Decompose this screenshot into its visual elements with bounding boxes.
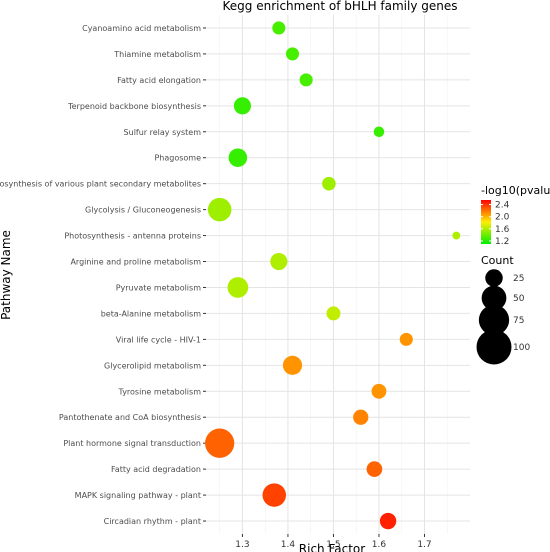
size-legend-dot [485,269,503,287]
color-legend: -log10(pvalue) 2.4 2.0 1.6 1.2 [481,184,550,247]
pathway-label: Cyanoamino acid metabolism [82,24,201,33]
color-scale-label: 2.0 [495,213,510,223]
pathway-point [205,428,235,458]
pathway-point [233,97,251,115]
x-tick-label: 1.5 [326,540,340,550]
size-legend-label: 75 [513,316,524,326]
x-tick-label: 1.7 [417,540,431,550]
pathway-label: Circadian rhythm - plant [104,517,201,526]
pathway-label: Glycerolipid metabolism [104,361,201,370]
pathway-label: Arginine and proline metabolism [70,258,201,267]
pathway-point [228,148,248,167]
pathway-label: beta-Alanine metabolism [101,309,202,318]
size-legend-label: 50 [513,294,525,304]
data-points [205,21,461,530]
size-legend: Count 25 50 75 100 [476,254,530,365]
color-scale-label: 1.2 [495,237,509,247]
x-tick-label: 1.6 [372,540,387,550]
color-legend-title: -log10(pvalue) [481,184,550,197]
pathway-label: Tyrosine metabolism [118,387,202,396]
x-axis: 1.3 1.4 1.5 1.6 1.7 [235,534,432,550]
color-scale-label: 2.4 [495,201,510,211]
pathway-point [270,252,288,271]
pathway-point [452,231,461,240]
size-legend-dot [478,304,510,336]
pathway-label: Fatty acid elongation [117,76,201,85]
pathway-label: Plant hormone signal transduction [63,439,201,448]
chart-title: Kegg enrichment of bHLH family genes [223,0,458,13]
pathway-label: Photosynthesis - antenna proteins [64,232,201,241]
color-scale-label: 1.6 [495,225,510,235]
pathway-point [322,176,336,191]
pathway-point [299,73,313,87]
pathway-point [227,277,249,298]
pathway-label: Sulfur relay system [124,128,202,137]
pathway-label: Fatty acid degradation [111,465,201,474]
x-tick-label: 1.3 [235,540,249,550]
pathway-point [207,197,232,222]
pathway-point [326,306,341,321]
pathway-point [353,409,369,425]
size-legend-dot [476,329,512,365]
pathway-label: Glycolysis / Gluconeogenesis [85,206,201,215]
plot-panel [206,15,470,534]
x-tick-label: 1.4 [281,540,296,550]
pathway-point [371,383,387,399]
pathway-label: Thiamine metabolism [113,50,201,59]
pathway-label: Phagosome [154,154,201,163]
pathway-label: Biosynthesis of various plant secondary … [0,180,201,189]
x-axis-title: Rich Factor [299,542,365,552]
pathway-label: Pantothenate and CoA biosynthesis [59,413,201,422]
pathway-label: Viral life cycle - HIV-1 [116,335,201,344]
size-legend-label: 25 [513,274,524,284]
pathway-point [282,355,303,375]
size-legend-title: Count [481,254,514,267]
pathway-point [272,21,286,35]
pathway-point [366,461,383,477]
y-axis-labels: Cyanoamino acid metabolism Thiamine metab… [0,24,206,526]
y-axis-title: Pathway Name [0,230,13,320]
color-scale-bar [481,200,491,244]
pathway-label: MAPK signaling pathway - plant [75,491,201,500]
pathway-point [379,512,397,530]
pathway-point [285,47,300,61]
pathway-point [262,483,287,507]
size-legend-label: 100 [513,343,530,353]
pathway-label: Terpenoid backbone biosynthesis [67,102,201,111]
pathway-point [399,332,413,346]
pathway-label: Pyruvate metabolism [116,283,201,292]
pathway-point [373,126,385,138]
size-legend-dot [481,285,507,311]
